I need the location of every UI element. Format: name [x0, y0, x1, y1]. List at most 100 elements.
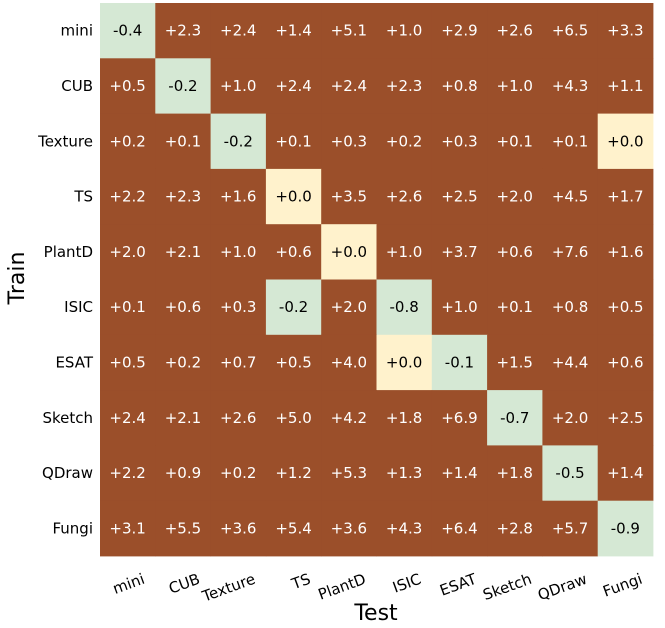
x-tick-label: Sketch — [480, 570, 534, 604]
heatmap-cell — [597, 3, 654, 59]
cell-value-label: +4.5 — [552, 188, 588, 206]
heatmap-cell — [155, 500, 211, 557]
cell-value-label: +5.0 — [275, 409, 311, 427]
heatmap-cell — [321, 334, 377, 391]
heatmap-cell — [542, 279, 599, 336]
heatmap-cell — [265, 224, 322, 280]
cell-value-label: +1.4 — [441, 464, 477, 482]
heatmap-cell — [542, 334, 599, 391]
cell-value-label: +0.2 — [386, 132, 422, 150]
y-tick-label: PlantD — [44, 243, 93, 261]
cell-value-label: +3.1 — [109, 519, 145, 537]
cell-value-label: -0.2 — [279, 298, 308, 316]
cell-value-label: +0.5 — [275, 353, 311, 371]
cell-value-label: +3.3 — [607, 22, 643, 40]
heatmap-cell — [542, 500, 599, 557]
heatmap-cell — [431, 113, 488, 170]
cell-value-label: -0.4 — [113, 22, 142, 40]
cell-value-label: +2.4 — [109, 409, 145, 427]
cell-value-label: +2.0 — [497, 188, 533, 206]
heatmap-cell — [597, 390, 654, 446]
cell-value-label: +1.8 — [386, 409, 422, 427]
cell-value-label: +1.7 — [607, 188, 643, 206]
cell-value-label: +1.8 — [497, 464, 533, 482]
heatmap-cell — [431, 279, 488, 336]
cell-value-label: +0.1 — [165, 132, 201, 150]
cell-value-label: +2.6 — [497, 22, 533, 40]
heatmap-cell — [431, 390, 488, 446]
heatmap-cell — [210, 58, 267, 114]
cell-value-label: +2.6 — [386, 188, 422, 206]
cell-value-label: +2.9 — [441, 22, 477, 40]
heatmap-cell — [265, 58, 322, 114]
cell-value-label: +2.0 — [109, 243, 145, 261]
cell-value-label: +2.5 — [441, 188, 477, 206]
heatmap-cell — [431, 3, 488, 59]
heatmap-cell — [431, 58, 488, 114]
cell-value-label: +0.2 — [220, 464, 256, 482]
y-tick-label: Fungi — [52, 519, 93, 537]
cell-value-label: +0.1 — [497, 132, 533, 150]
heatmap-cell — [542, 390, 599, 446]
cell-value-label: +1.0 — [220, 243, 256, 261]
cell-value-label: +0.0 — [275, 188, 311, 206]
heatmap-cell — [376, 58, 433, 114]
cell-value-label: +3.6 — [220, 519, 256, 537]
y-tick-label: Sketch — [42, 409, 93, 427]
cell-value-label: +0.2 — [109, 132, 145, 150]
heatmap-cell — [376, 390, 433, 446]
heatmap-cell — [265, 168, 322, 225]
x-axis-title: Test — [353, 601, 398, 626]
heatmap-cell — [376, 500, 433, 557]
cell-value-label: +0.8 — [441, 77, 477, 95]
heatmap-cell — [542, 224, 599, 280]
heatmap-cell — [431, 334, 488, 391]
cell-value-label: +2.4 — [331, 77, 367, 95]
cell-value-label: +6.4 — [441, 519, 477, 537]
x-tick-label: Texture — [199, 570, 258, 606]
heatmap-cell — [487, 3, 543, 59]
heatmap-cell — [100, 500, 156, 557]
heatmap-cell — [542, 3, 599, 59]
cell-value-label: +2.3 — [165, 22, 201, 40]
y-axis-title: Train — [5, 252, 30, 306]
cell-value-label: +0.6 — [165, 298, 201, 316]
heatmap-cell — [376, 3, 433, 59]
heatmap-cell — [210, 168, 267, 225]
heatmap-cell — [155, 445, 211, 502]
heatmap-cell — [210, 445, 267, 502]
heatmap-cell — [265, 445, 322, 502]
heatmap-cell — [376, 224, 433, 280]
cell-value-label: -0.5 — [555, 464, 584, 482]
cell-value-label: -0.7 — [500, 409, 529, 427]
heatmap-cell — [265, 390, 322, 446]
heatmap-cell — [321, 279, 377, 336]
cell-value-label: +0.2 — [165, 353, 201, 371]
cell-value-label: +2.4 — [220, 22, 256, 40]
cell-value-label: +5.4 — [275, 519, 311, 537]
heatmap-cell — [265, 3, 322, 59]
cell-value-label: +1.0 — [441, 298, 477, 316]
heatmap-cell — [597, 224, 654, 280]
x-tick-label: PlantD — [316, 570, 369, 604]
x-tick-label: mini — [110, 570, 147, 598]
cell-value-label: +2.1 — [165, 409, 201, 427]
cell-value-label: +0.5 — [109, 77, 145, 95]
heatmap-cell — [321, 390, 377, 446]
cell-value-label: +4.2 — [331, 409, 367, 427]
x-tick-label: TS — [288, 570, 313, 594]
heatmap-cell — [597, 58, 654, 114]
cell-value-label: +0.0 — [607, 132, 643, 150]
heatmap-cell — [321, 168, 377, 225]
x-tick-label: CUB — [166, 570, 202, 598]
heatmap-cell — [487, 334, 543, 391]
cell-value-label: +2.3 — [165, 188, 201, 206]
cell-value-label: -0.2 — [168, 77, 197, 95]
cell-value-label: +2.0 — [331, 298, 367, 316]
heatmap-cell — [542, 58, 599, 114]
heatmap-cell — [321, 500, 377, 557]
cell-value-label: +1.4 — [275, 22, 311, 40]
y-tick-label: QDraw — [42, 464, 93, 482]
cell-value-label: +0.5 — [109, 353, 145, 371]
